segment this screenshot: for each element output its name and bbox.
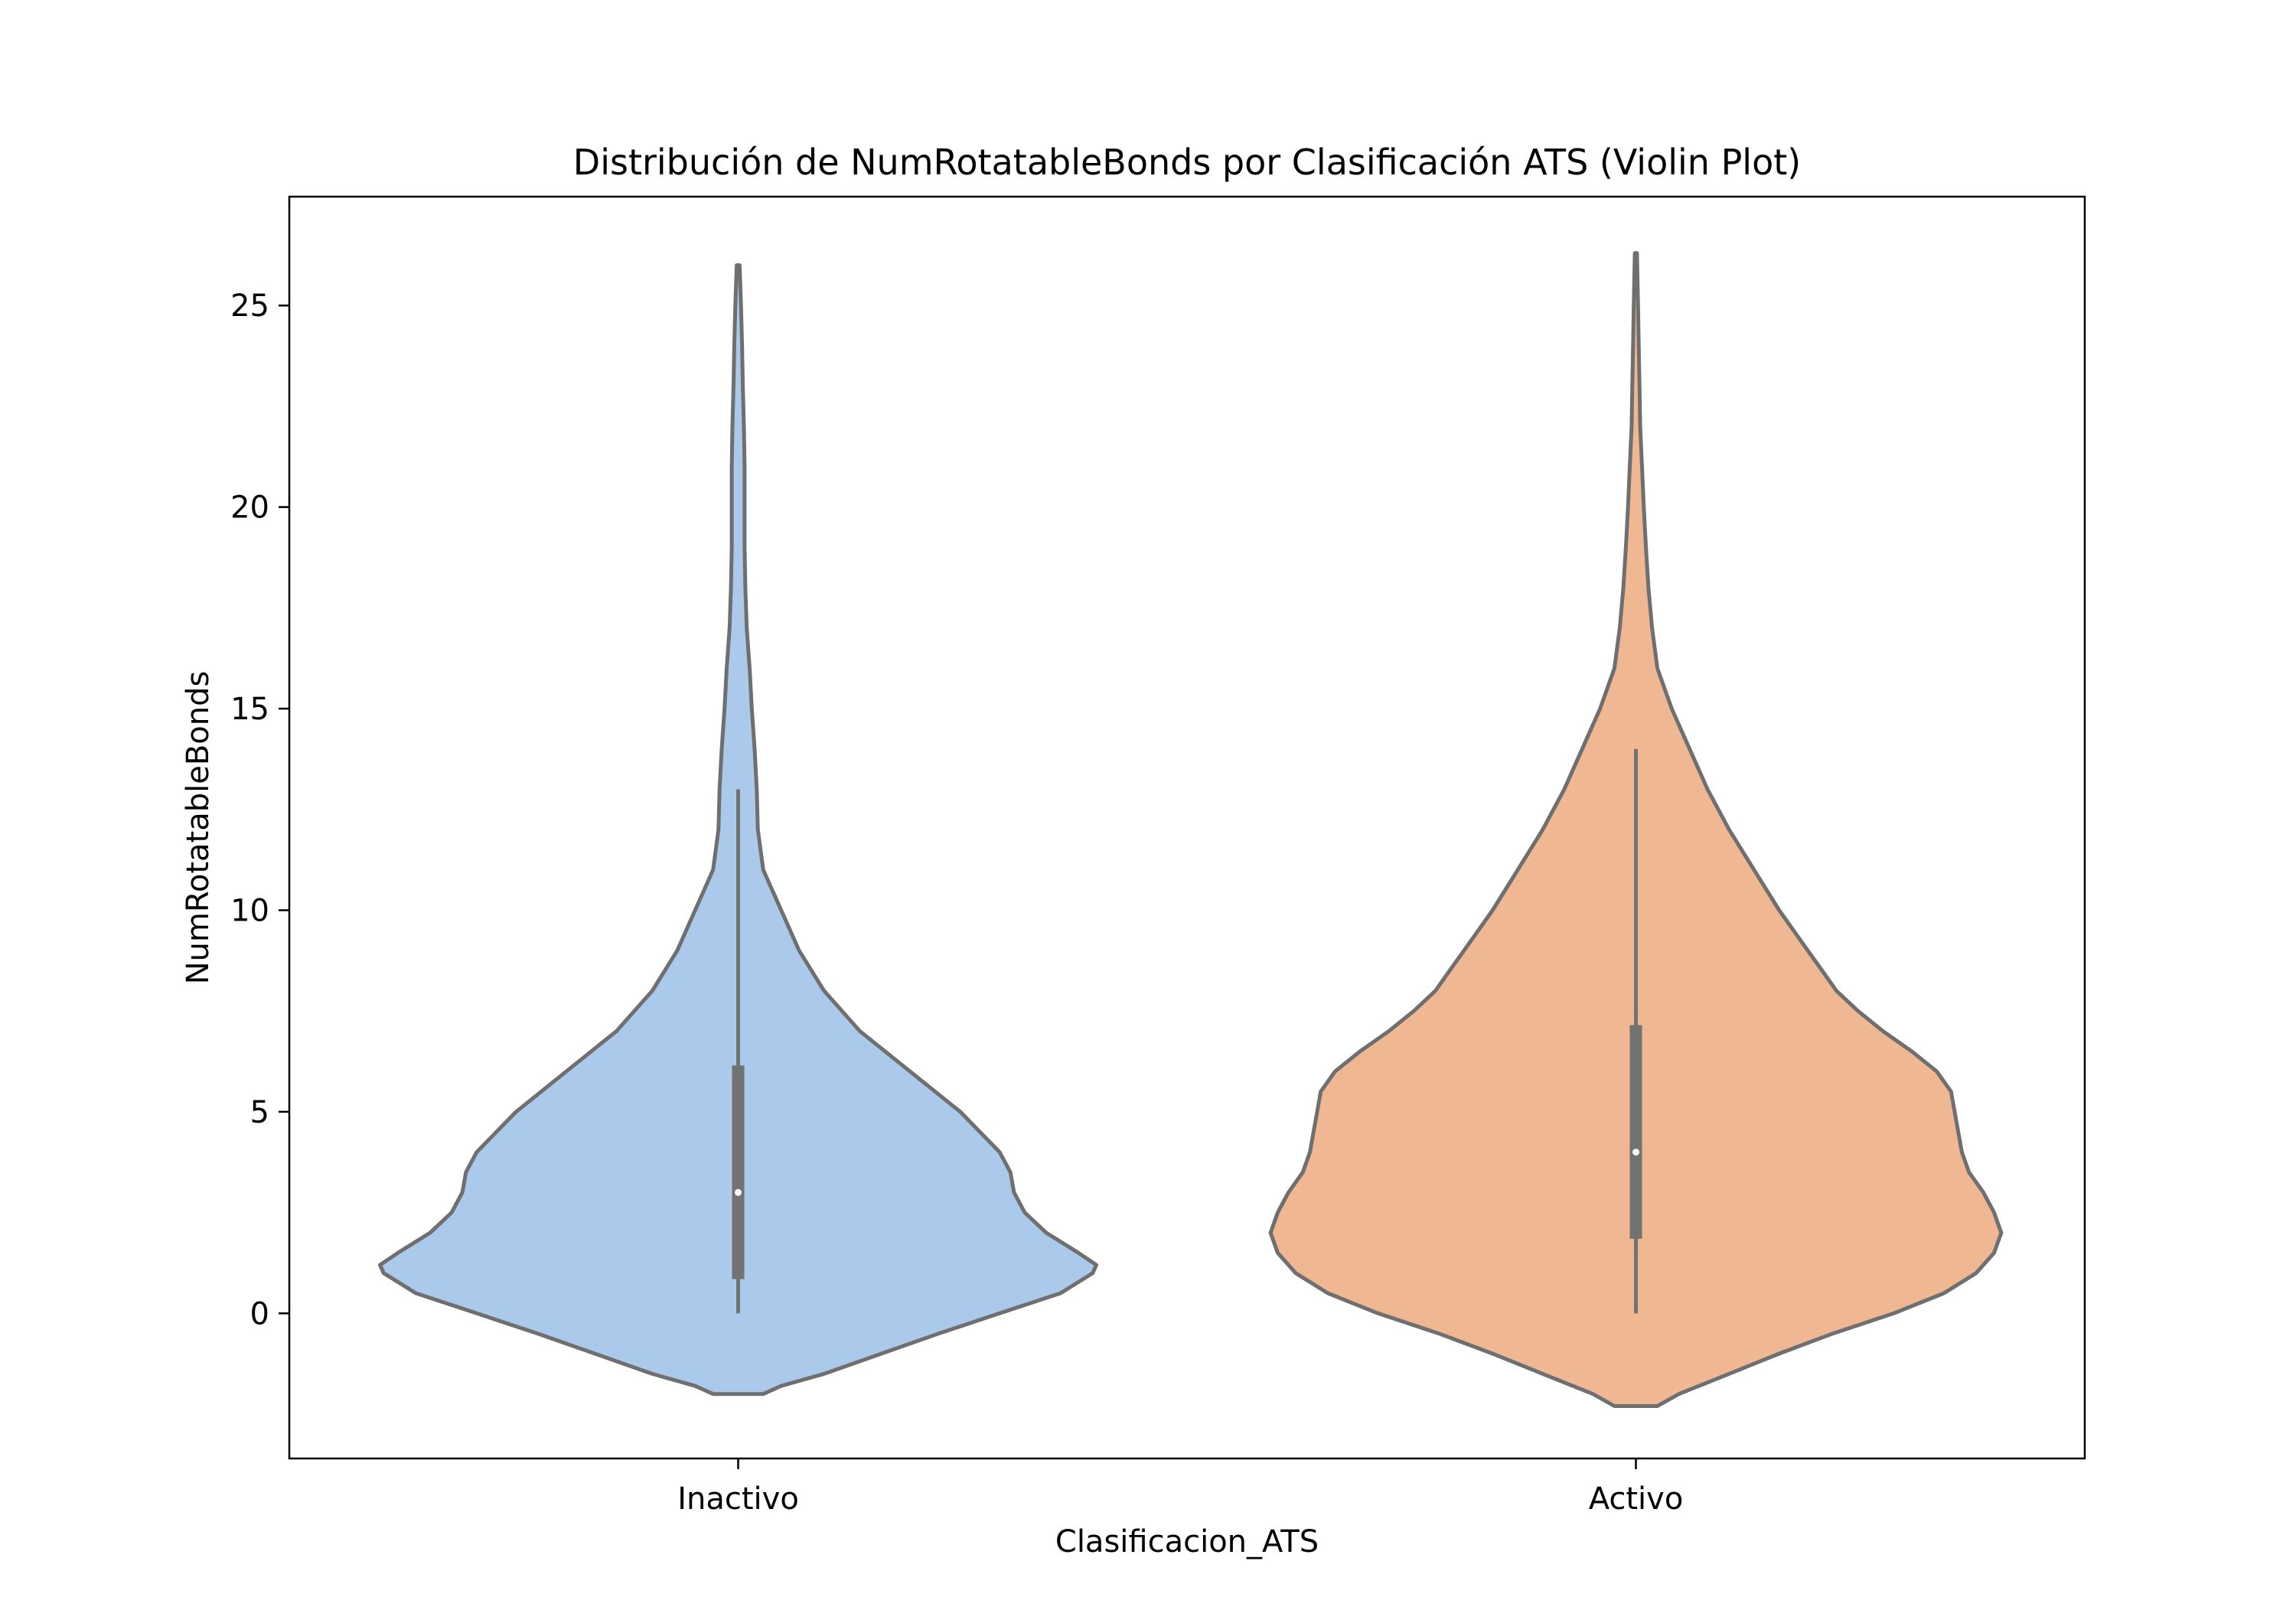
y-axis-label: NumRotatableBonds [181, 671, 216, 985]
chart-title: Distribución de NumRotatableBonds por Cl… [573, 142, 1801, 183]
iqr-box-activo [1629, 1025, 1642, 1239]
y-tick-label: 20 [230, 490, 269, 526]
y-tick-label: 5 [250, 1095, 269, 1130]
y-tick-label: 25 [230, 288, 269, 324]
y-tick-label: 0 [250, 1296, 269, 1331]
y-tick-label: 10 [230, 894, 269, 929]
median-point-inactivo [735, 1188, 742, 1196]
x-axis: Inactivo Activo [677, 1458, 1683, 1517]
x-tick-label: Inactivo [677, 1481, 799, 1517]
x-axis-label: Clasificacion_ATS [1055, 1524, 1319, 1559]
y-axis: 0 5 10 15 20 25 [230, 288, 289, 1331]
x-tick-label: Activo [1589, 1481, 1684, 1517]
median-point-activo [1632, 1149, 1639, 1156]
iqr-box-inactivo [732, 1065, 745, 1279]
boxes-layer [732, 748, 1642, 1314]
y-tick-label: 15 [230, 692, 269, 727]
plot-frame [288, 195, 2086, 1460]
